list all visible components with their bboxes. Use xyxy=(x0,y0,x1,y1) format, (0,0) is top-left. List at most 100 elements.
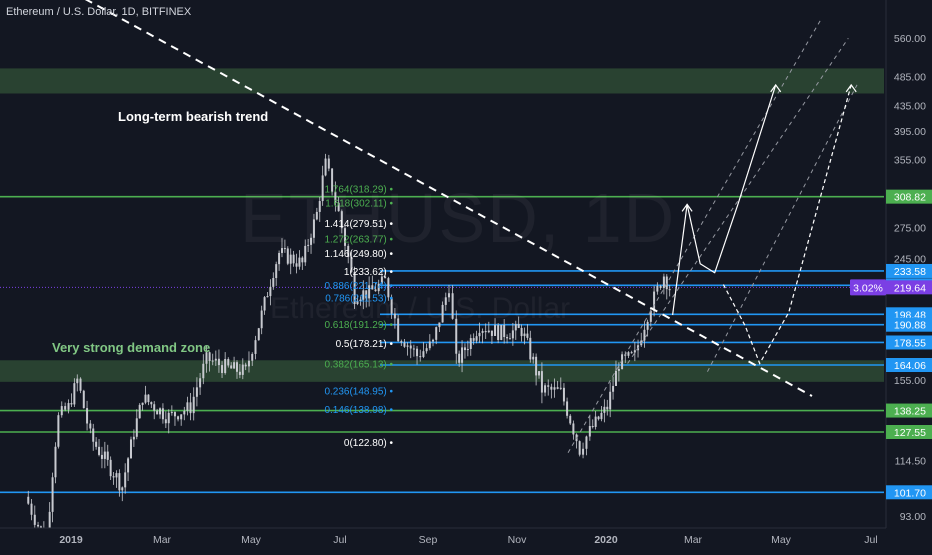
candle xyxy=(217,349,220,373)
candle xyxy=(455,310,458,364)
y-tick-label-6: 275.00 xyxy=(894,223,926,235)
candle xyxy=(199,373,202,395)
candle-body xyxy=(517,323,520,328)
candle-body xyxy=(112,476,115,478)
candle xyxy=(435,326,438,345)
candle-body xyxy=(183,410,186,415)
candle xyxy=(269,279,272,306)
candle xyxy=(251,352,254,366)
candle-body xyxy=(511,330,514,339)
candle xyxy=(82,389,85,409)
candle-body xyxy=(235,362,238,372)
chart-title: Ethereum / U.S. Dollar, 1D, BITFINEX xyxy=(6,6,192,18)
candle-body xyxy=(656,286,659,292)
candle-body xyxy=(109,459,112,477)
candle xyxy=(566,397,569,419)
candle-body xyxy=(503,324,506,338)
candle-body xyxy=(569,415,572,424)
candle-body xyxy=(441,304,444,323)
y-tick-label-2: 435.00 xyxy=(894,100,926,112)
candle-body xyxy=(189,402,192,414)
candle xyxy=(600,405,603,422)
candle xyxy=(235,360,238,379)
candle-body xyxy=(263,297,266,311)
level-badge-label-8: 127.55 xyxy=(894,427,926,439)
candle xyxy=(310,233,313,254)
candle xyxy=(409,340,412,359)
candle xyxy=(419,349,422,362)
candle xyxy=(211,353,214,366)
candle xyxy=(289,248,292,275)
candle-body xyxy=(195,387,198,397)
candle xyxy=(112,472,115,485)
fib-label-2: 1.414(279.51) • xyxy=(324,219,393,230)
candle-body xyxy=(612,385,615,392)
candle-body xyxy=(132,436,135,440)
candle xyxy=(86,400,89,431)
candle-body xyxy=(233,362,236,369)
current-price-label: 219.64 xyxy=(894,282,926,294)
candle-body xyxy=(535,356,538,376)
candle-body xyxy=(469,338,472,349)
candle xyxy=(241,358,244,380)
candle-body xyxy=(350,256,353,272)
candle-body xyxy=(135,418,138,437)
candle xyxy=(514,320,517,340)
candle xyxy=(221,361,224,379)
candle xyxy=(517,316,520,329)
candle xyxy=(535,353,538,386)
candle xyxy=(76,374,79,392)
candle-body xyxy=(412,348,415,350)
candle-body xyxy=(251,353,254,361)
candle xyxy=(115,470,118,488)
candle xyxy=(500,324,503,341)
candle xyxy=(597,415,600,421)
candle xyxy=(478,322,481,343)
candle xyxy=(100,446,103,469)
channel-line-2 xyxy=(707,84,858,372)
candle-body xyxy=(371,285,374,290)
candle xyxy=(523,327,526,345)
candle xyxy=(159,407,162,419)
candle-body xyxy=(368,285,371,299)
candle-body xyxy=(419,356,422,358)
candle xyxy=(286,246,289,266)
candle xyxy=(344,225,347,252)
candle-body xyxy=(298,257,301,267)
candle xyxy=(54,442,57,484)
candle xyxy=(275,261,278,286)
candle xyxy=(103,441,106,469)
fib-label-4: 1.146(249.80) • xyxy=(324,249,393,260)
candle xyxy=(359,296,362,306)
candle-body xyxy=(559,387,562,389)
fib-label-5: 1(233.62) • xyxy=(344,267,394,278)
candle xyxy=(578,440,581,457)
candle xyxy=(177,415,180,422)
candle xyxy=(356,294,359,306)
level-badge-7 xyxy=(886,403,932,418)
candle xyxy=(594,411,597,430)
candle-body xyxy=(202,363,205,379)
candle xyxy=(653,285,656,317)
candle xyxy=(30,498,33,521)
price-change-badge xyxy=(850,279,886,296)
candle-body xyxy=(668,289,671,291)
candle-body xyxy=(435,327,438,340)
level-badge-5 xyxy=(886,335,932,350)
candle xyxy=(337,197,340,212)
fib-label-9: 0.5(178.21) • xyxy=(336,339,394,350)
candle-body xyxy=(627,352,630,356)
candle-body xyxy=(463,347,466,351)
y-tick-label-3: 395.00 xyxy=(894,126,926,138)
candle-body xyxy=(27,496,30,504)
x-tick-label-2: May xyxy=(241,534,262,546)
level-badge-1 xyxy=(886,263,932,278)
candle xyxy=(532,353,535,364)
candle xyxy=(98,439,101,457)
candle-body xyxy=(458,353,461,363)
candle-body xyxy=(365,290,368,299)
candle xyxy=(127,457,130,481)
candle xyxy=(205,345,208,373)
